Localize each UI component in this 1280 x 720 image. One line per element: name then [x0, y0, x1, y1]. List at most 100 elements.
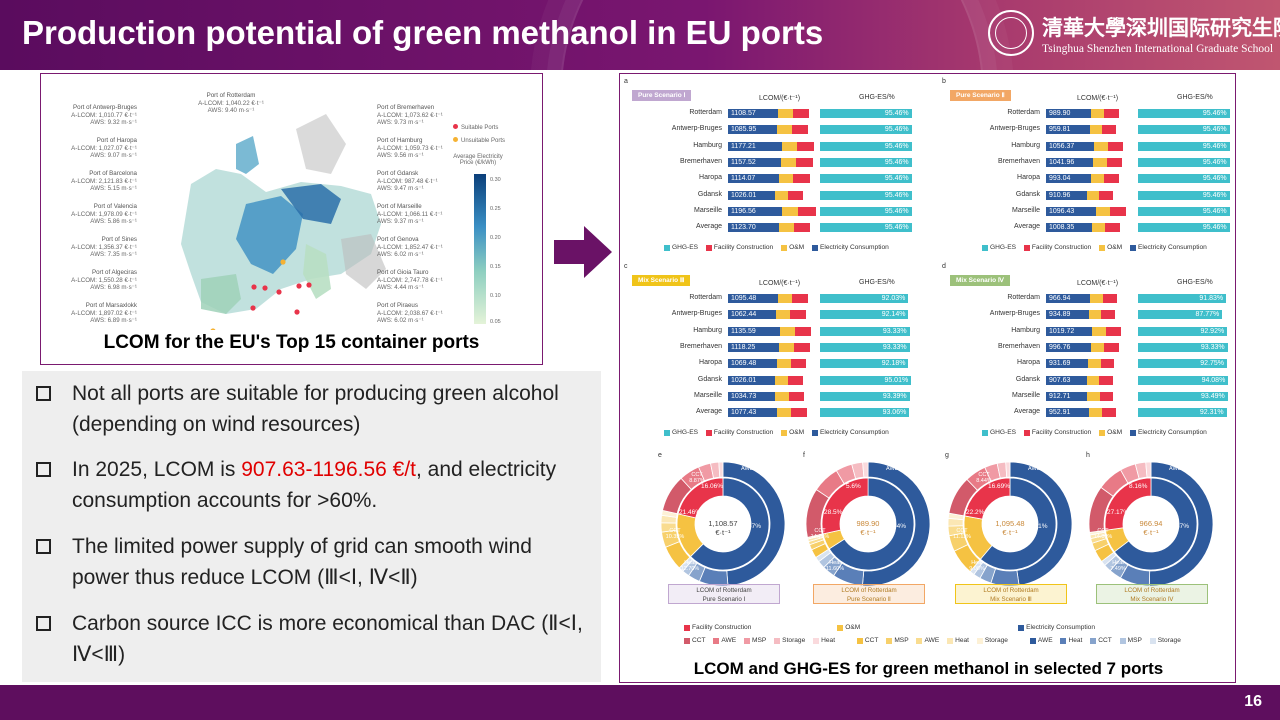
bottom-legend-row1: Facility Construction O&M Electricity Co… — [684, 624, 1101, 633]
lcom-value: 1034.73 — [731, 392, 757, 400]
cct-label: CCT 14.26% — [810, 528, 830, 540]
om-segment — [1094, 141, 1108, 151]
facility-segment — [1104, 174, 1119, 184]
donut-graphic — [805, 461, 931, 587]
lcom-bar — [1046, 223, 1120, 233]
ghg-value: 95.46% — [884, 224, 909, 232]
facility-segment — [788, 391, 804, 401]
ghg-value: 93.06% — [882, 409, 907, 417]
ghg-value: 95.01% — [884, 376, 909, 384]
facility-share-label: 28.5% — [824, 509, 843, 516]
om-segment — [778, 109, 794, 118]
europe-map-graphic — [181, 114, 386, 330]
electricity-segment — [1046, 206, 1096, 216]
donut-caption: LCOM of Rotterdam Pure Scenario Ⅱ — [813, 584, 925, 604]
cct-label: CCT 10.35% — [665, 528, 685, 540]
port-row-label: Gdansk — [697, 190, 722, 198]
ghg-bar — [820, 391, 910, 401]
lcom-bar — [728, 206, 816, 216]
donut-graphic — [1088, 461, 1214, 587]
lcom-column-header: LCOM/(€·t⁻¹) — [759, 280, 801, 287]
electricity-segment — [1046, 190, 1088, 200]
port-row-label: Marseille — [1011, 206, 1040, 214]
ghg-value: 93.39% — [882, 392, 907, 400]
lcom-value: 931.69 — [1049, 360, 1071, 368]
facility-outer-slice — [1005, 461, 1011, 478]
om-segment — [1089, 294, 1103, 303]
ghg-bar — [820, 342, 910, 352]
facility-segment — [790, 359, 807, 369]
lcom-value: 907.63 — [1049, 376, 1071, 384]
om-segment — [1091, 109, 1105, 118]
lcom-bar — [1046, 391, 1113, 401]
ghg-bar — [1138, 174, 1230, 184]
ghg-bar — [1138, 206, 1230, 216]
electricity-segment — [728, 359, 777, 369]
facility-inner-slice — [964, 477, 1011, 520]
awe-label: AWE 56.31% — [1169, 466, 1202, 472]
ghg-value: 95.46% — [1202, 175, 1227, 183]
electricity-segment — [728, 223, 780, 233]
facility-segment — [791, 408, 807, 418]
ghg-bar — [820, 375, 912, 385]
port-row-label: Average — [696, 223, 722, 231]
port-label-marsaxlokk: Port of Marsaxlokk A-LCOM: 1,897.02 €·t⁻¹… — [71, 302, 137, 324]
lcom-value: 1026.01 — [731, 376, 757, 384]
electricity-segment — [728, 310, 777, 320]
facility-segment — [794, 326, 812, 336]
facility-segment — [1105, 326, 1121, 336]
port-row-label: Bremerhaven — [679, 157, 722, 165]
lcom-value: 1108.57 — [731, 110, 756, 117]
port-row-label: Hamburg — [1011, 141, 1040, 149]
lcom-bar — [728, 326, 812, 336]
chart-letter: d — [942, 263, 946, 270]
port-row-label: Hamburg — [1011, 326, 1040, 334]
donut-caption: LCOM of Rotterdam Mix Scenario Ⅲ — [955, 584, 1067, 604]
ghg-value: 95.46% — [1202, 207, 1227, 215]
facility-segment — [1101, 408, 1116, 418]
lcom-breakdown-donut-g: g AWE 49.87% 61.11% 22.2% 16.69% CCT 11.11% He… — [945, 452, 1085, 604]
lcom-value: 934.89 — [1049, 311, 1071, 319]
facility-outer-slice — [862, 461, 869, 478]
university-name-en: Tsinghua Shenzhen International Graduate… — [1042, 43, 1274, 55]
om-segment — [1092, 326, 1106, 336]
ghg-value: 87.77% — [1195, 311, 1220, 319]
lcom-value: 1019.72 — [1049, 327, 1075, 335]
facility-segment — [1110, 206, 1127, 216]
ghg-column-header: GHG-ES/% — [859, 279, 895, 286]
lcom-value: 952.91 — [1049, 409, 1071, 417]
electricity-segment — [1046, 223, 1092, 233]
port-row-label: Rotterdam — [689, 109, 722, 116]
university-name-cn: 清華大學深圳国际研究生院 — [1042, 15, 1280, 40]
lcom-ghg-chart-a: a Pure Scenario Ⅰ LCOM/(€·t⁻¹) GHG-ES/% Rott… — [624, 78, 924, 258]
port-label-marseille: Port of Marseille A-LCOM: 1,066.11 €·t⁻¹ A… — [377, 203, 443, 225]
port-row-label: Rotterdam — [689, 294, 722, 301]
ghg-value: 92.18% — [881, 360, 906, 368]
electricity-segment — [728, 342, 779, 352]
ghg-value: 95.46% — [884, 142, 909, 150]
port-row-label: Gdansk — [1015, 190, 1040, 198]
checkbox-bullet-icon — [36, 616, 51, 631]
lcom-bar — [728, 294, 809, 303]
om-segment — [775, 391, 789, 401]
ghg-bar — [820, 359, 909, 369]
electricity-segment — [728, 141, 782, 151]
port-row-label: Rotterdam — [1007, 294, 1040, 301]
om-segment — [777, 294, 793, 303]
facility-segment — [1100, 310, 1115, 320]
scenario-tag: Mix Scenario Ⅲ — [632, 275, 691, 286]
scenario-tag: Pure Scenario Ⅱ — [950, 90, 1011, 101]
lcom-column-header: LCOM/(€·t⁻¹) — [1077, 280, 1119, 287]
port-row-label: Haropa — [1017, 359, 1040, 367]
port-row-label: Average — [1014, 223, 1040, 231]
ghg-bar — [820, 190, 912, 200]
lcom-bar — [728, 375, 804, 385]
cct-outer-label: CCT 8.87% — [689, 472, 705, 484]
ghg-value: 95.46% — [1202, 110, 1227, 117]
ghg-bar — [820, 408, 910, 418]
facility-segment — [795, 157, 813, 167]
lcom-value: 1008.35 — [1049, 224, 1075, 232]
facility-segment — [1099, 375, 1113, 385]
lcom-value: 1096.43 — [1049, 207, 1075, 215]
om-segment — [779, 223, 794, 233]
